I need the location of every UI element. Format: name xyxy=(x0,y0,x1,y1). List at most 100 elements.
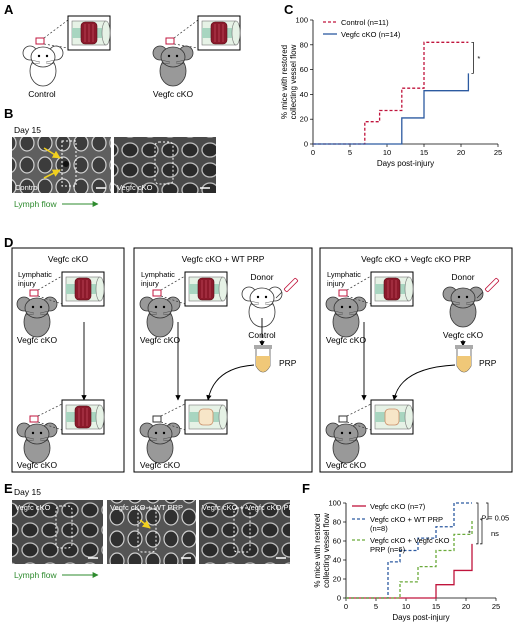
box2-injury-2: injury xyxy=(141,279,159,288)
chart-c-x-tick-label: 15 xyxy=(420,148,428,157)
panel-letter-d: D xyxy=(4,235,13,250)
box2-title: Vegfc cKO + WT PRP xyxy=(182,254,265,264)
chart-c-series-1 xyxy=(313,73,470,145)
box3-title: Vegfc cKO + Vegfc cKO PRP xyxy=(361,254,471,264)
chart-f-ns-label: ns xyxy=(491,529,499,538)
chart-c: 0 5 10 15 20 25 0 20 40 60 80 100 Days post-injury % … xyxy=(280,16,502,169)
micro-label-control: Control xyxy=(15,183,40,192)
chart-f-y-tick-label: 40 xyxy=(333,556,341,565)
micrograph-e2 xyxy=(107,500,196,564)
chart-f-x-tick-label: 10 xyxy=(402,602,410,611)
box1-mouse-top xyxy=(16,271,105,338)
mouse-control xyxy=(22,15,111,87)
chart-c-y-tick-label: 40 xyxy=(300,90,308,99)
chart-c-y-tick-label: 60 xyxy=(300,65,308,74)
chart-c-x-tick-label: 20 xyxy=(457,148,465,157)
chart-f-x-tick-label: 25 xyxy=(492,602,500,611)
chart-f-y-tick-label: 80 xyxy=(333,518,341,527)
panel-letter-c: C xyxy=(284,2,294,17)
chart-f-series-1 xyxy=(346,502,472,599)
box1-mouse-top-label: Vegfc cKO xyxy=(17,335,58,345)
chart-f-legend-label-1: Vegfc cKO + WT PRP (n=8) xyxy=(370,515,443,533)
chart-f-star-label: * xyxy=(468,529,471,538)
box2-injury-1: Lymphatic xyxy=(141,270,175,279)
chart-f: 0 5 10 15 20 25 0 20 40 60 80 100 Days post-injury % … xyxy=(313,499,509,623)
chart-f-x-tick-label: 15 xyxy=(432,602,440,611)
chart-c-legend-label-1: Vegfc cKO (n=14) xyxy=(341,30,401,39)
panel-letter-b: B xyxy=(4,106,13,121)
chart-c-y-tick-label: 80 xyxy=(300,40,308,49)
box3-donor: Donor xyxy=(451,272,474,282)
box3-prp-arrow xyxy=(392,364,456,401)
lymph-flow-label-e: Lymph flow xyxy=(14,570,58,580)
box2-mouse-top-label: Vegfc cKO xyxy=(140,335,181,345)
box2-prp-tube xyxy=(254,345,272,373)
box2-mouse-bottom-label: Vegfc cKO xyxy=(140,460,181,470)
micrograph-e3 xyxy=(199,500,290,564)
chart-f-x-tick-label: 20 xyxy=(462,602,470,611)
box2-donor: Donor xyxy=(250,272,273,282)
chart-c-sig-bracket xyxy=(471,41,474,74)
chart-f-x-tick-label: 5 xyxy=(374,602,378,611)
chart-c-x-tick-label: 0 xyxy=(311,148,315,157)
chart-c-y-tick-label: 20 xyxy=(300,115,308,124)
chart-f-x-tick-label: 0 xyxy=(344,602,348,611)
box3-prp-label: PRP xyxy=(479,358,497,368)
micrograph-vegfc-cko xyxy=(114,137,216,193)
chart-f-legend-label-2: Vegfc cKO + Vegfc cKO PRP (n=6) xyxy=(370,536,450,554)
panel-letter-e: E xyxy=(4,481,13,496)
mouse-vegfc-cko xyxy=(152,15,241,87)
lymph-flow-label-b: Lymph flow xyxy=(14,199,58,209)
box2-mouse-top xyxy=(139,271,228,338)
box-vegfc-cko xyxy=(11,247,125,473)
box1-injury-1: Lymphatic xyxy=(18,270,52,279)
label-control: Control xyxy=(28,89,56,99)
box3-injury-2: injury xyxy=(327,279,345,288)
chart-f-p-label: P = 0.05 xyxy=(481,513,509,522)
chart-f-y-label: % mice with restoredcollecting vessel fl… xyxy=(313,513,331,588)
chart-c-x-tick-label: 25 xyxy=(494,148,502,157)
box2-donor-mouse xyxy=(241,277,299,328)
box-vegfc-cko-wt-prp xyxy=(133,247,313,473)
box2-prp-arrow xyxy=(206,364,255,401)
chart-f-x-label: Days post-injury xyxy=(392,613,449,622)
panel-letter-f: F xyxy=(302,481,310,496)
chart-f-y-tick-label: 100 xyxy=(328,499,341,508)
chart-f-y-tick-label: 20 xyxy=(333,575,341,584)
chart-f-y-tick-label: 60 xyxy=(333,537,341,546)
box-vegfc-cko-vegfc-cko-prp xyxy=(319,247,513,473)
day-label-b: Day 15 xyxy=(14,125,41,135)
micro-label-e1: Vegfc cKO xyxy=(15,503,51,512)
chart-c-series-0 xyxy=(313,41,469,145)
box3-donor-type: Vegfc cKO xyxy=(443,330,484,340)
box3-mouse-top xyxy=(325,271,414,338)
box1-injury-2: injury xyxy=(18,279,36,288)
micro-label-e3: Vegfc cKO + Vegfc cKO PRP xyxy=(202,503,299,512)
chart-c-x-label: Days post-injury xyxy=(377,159,434,168)
chart-f-series-0 xyxy=(346,543,473,599)
micrograph-e1 xyxy=(12,500,103,564)
chart-f-series-2 xyxy=(346,519,473,599)
chart-c-x-tick-label: 10 xyxy=(383,148,391,157)
box3-donor-mouse xyxy=(442,277,500,328)
box2-prp-label: PRP xyxy=(279,358,297,368)
panel-letter-a: A xyxy=(4,2,14,17)
box3-injury-1: Lymphatic xyxy=(327,270,361,279)
chart-f-bracket-p xyxy=(476,502,479,545)
chart-c-legend-label-0: Control (n=11) xyxy=(341,18,389,27)
chart-f-legend-label-0: Vegfc cKO (n=7) xyxy=(370,502,426,511)
chart-c-y-tick-label: 0 xyxy=(304,140,308,149)
box3-mouse-bottom xyxy=(325,399,414,464)
box2-mouse-bottom xyxy=(139,399,228,464)
box3-prp-tube xyxy=(455,345,473,373)
chart-f-y-tick-label: 0 xyxy=(337,594,341,603)
chart-c-x-tick-label: 5 xyxy=(348,148,352,157)
box1-title: Vegfc cKO xyxy=(48,254,89,264)
box1-mouse-bottom-label: Vegfc cKO xyxy=(17,460,58,470)
chart-c-y-tick-label: 100 xyxy=(295,16,308,25)
chart-c-y-label: % mice with restoredcollecting vessel fl… xyxy=(280,44,298,119)
label-vegfc-cko: Vegfc cKO xyxy=(153,89,194,99)
chart-f-bracket-ns xyxy=(486,502,489,520)
box3-mouse-bottom-label: Vegfc cKO xyxy=(326,460,367,470)
